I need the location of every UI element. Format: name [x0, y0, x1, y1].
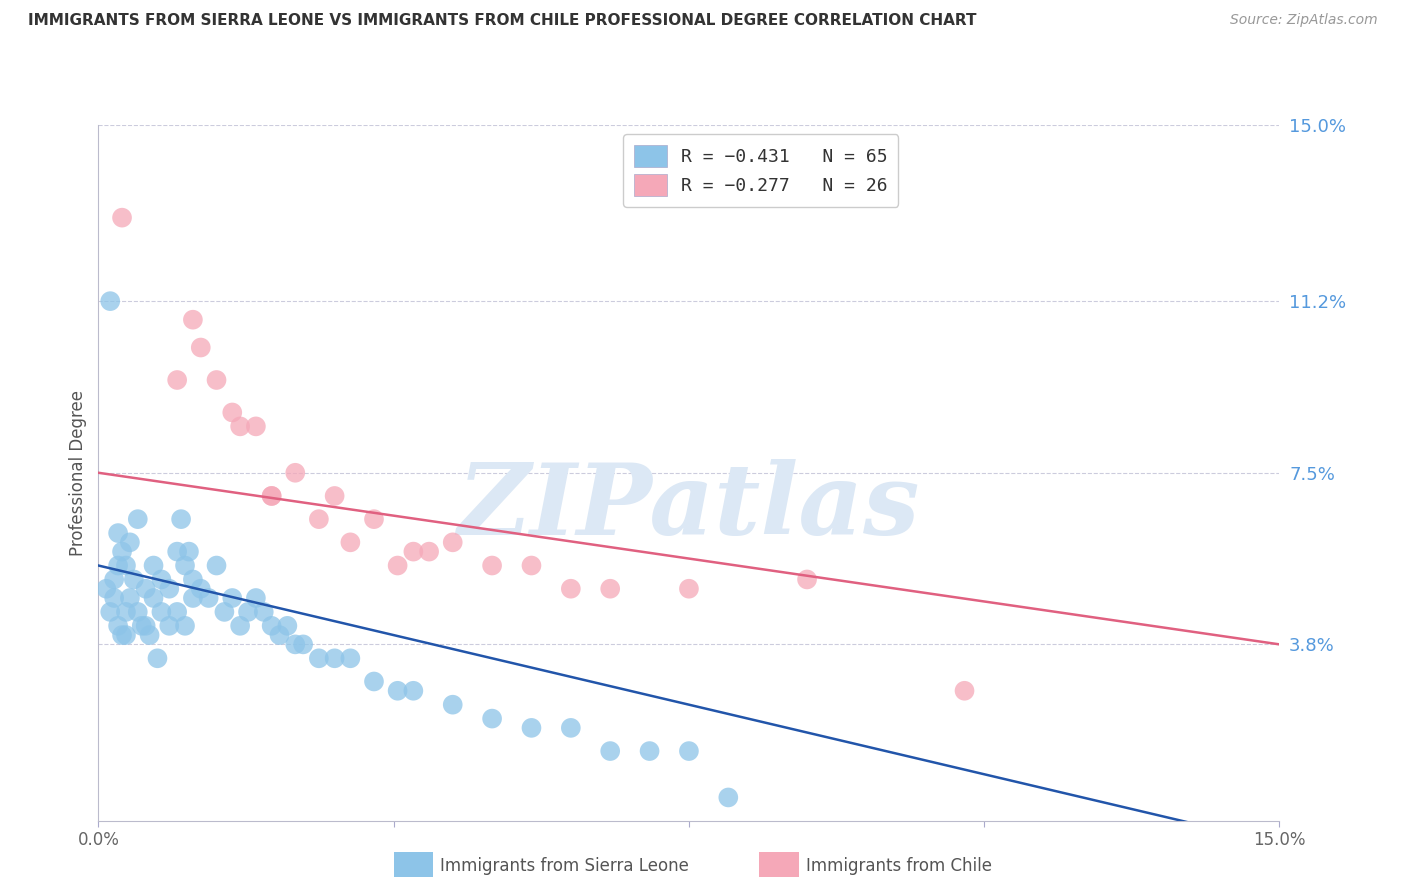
Point [127, 512, 149, 526]
Point [599, 582, 621, 596]
Legend: R = −0.431   N = 65, R = −0.277   N = 26: R = −0.431 N = 65, R = −0.277 N = 26 [623, 134, 898, 207]
Point [166, 605, 188, 619]
Point [402, 683, 425, 698]
Point [363, 512, 385, 526]
Point [276, 619, 298, 633]
Point [115, 605, 138, 619]
Point [115, 628, 138, 642]
Point [323, 651, 346, 665]
Point [157, 619, 180, 633]
Point [96, 582, 118, 596]
Text: IMMIGRANTS FROM SIERRA LEONE VS IMMIGRANTS FROM CHILE PROFESSIONAL DEGREE CORREL: IMMIGRANTS FROM SIERRA LEONE VS IMMIGRAN… [28, 13, 977, 29]
Point [520, 558, 543, 573]
Point [308, 651, 330, 665]
Point [520, 721, 543, 735]
Point [150, 573, 173, 587]
Point [214, 605, 236, 619]
Point [205, 558, 228, 573]
Point [174, 558, 197, 573]
Point [166, 373, 188, 387]
Point [135, 582, 157, 596]
Point [142, 558, 165, 573]
Point [197, 591, 219, 605]
Point [111, 211, 134, 225]
Point [221, 405, 243, 419]
Point [115, 558, 138, 573]
Point [98, 605, 121, 619]
Point [339, 651, 361, 665]
Point [717, 790, 740, 805]
Point [387, 683, 409, 698]
Point [284, 637, 307, 651]
Point [481, 558, 503, 573]
Point [441, 698, 464, 712]
Point [245, 591, 267, 605]
Point [177, 544, 200, 558]
Point [260, 489, 283, 503]
Point [111, 628, 134, 642]
Point [221, 591, 243, 605]
Point [560, 721, 582, 735]
Point [308, 512, 330, 526]
Point [181, 573, 204, 587]
Point [127, 605, 149, 619]
Point [387, 558, 409, 573]
Point [678, 744, 700, 758]
Point [599, 744, 621, 758]
Point [150, 605, 173, 619]
Point [269, 628, 291, 642]
Text: Immigrants from Chile: Immigrants from Chile [806, 857, 991, 875]
Point [796, 573, 818, 587]
Point [174, 619, 197, 633]
Point [170, 512, 193, 526]
Point [181, 591, 204, 605]
Point [205, 373, 228, 387]
Point [146, 651, 169, 665]
Point [98, 294, 121, 309]
Point [118, 535, 141, 549]
Point [157, 582, 180, 596]
Point [111, 544, 134, 558]
Text: Immigrants from Sierra Leone: Immigrants from Sierra Leone [440, 857, 689, 875]
Point [190, 341, 212, 355]
Point [138, 628, 160, 642]
Text: Source: ZipAtlas.com: Source: ZipAtlas.com [1230, 13, 1378, 28]
Point [292, 637, 315, 651]
Point [107, 526, 129, 541]
Text: ZIPatlas: ZIPatlas [458, 459, 920, 556]
Point [103, 573, 125, 587]
Point [441, 535, 464, 549]
Point [339, 535, 361, 549]
Point [131, 619, 153, 633]
Point [678, 582, 700, 596]
Point [284, 466, 307, 480]
Point [142, 591, 165, 605]
Point [323, 489, 346, 503]
Point [481, 712, 503, 726]
Point [253, 605, 276, 619]
Point [229, 419, 252, 434]
Point [166, 544, 188, 558]
Point [103, 591, 125, 605]
Point [260, 489, 283, 503]
Point [181, 312, 204, 326]
Point [107, 619, 129, 633]
Y-axis label: Professional Degree: Professional Degree [69, 390, 87, 556]
Point [418, 544, 440, 558]
Point [118, 591, 141, 605]
Point [122, 573, 145, 587]
Point [107, 558, 129, 573]
Point [245, 419, 267, 434]
Point [638, 744, 661, 758]
Point [260, 619, 283, 633]
Point [236, 605, 259, 619]
Point [402, 544, 425, 558]
Point [190, 582, 212, 596]
Point [953, 683, 976, 698]
Point [135, 619, 157, 633]
Point [363, 674, 385, 689]
Point [560, 582, 582, 596]
Point [229, 619, 252, 633]
